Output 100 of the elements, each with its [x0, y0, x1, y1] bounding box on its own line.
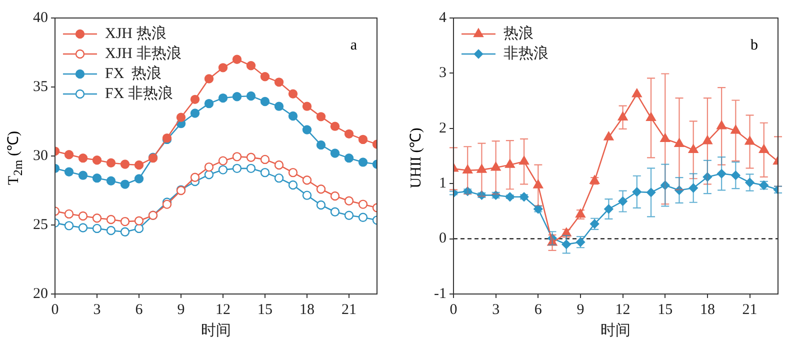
y-tick-label: 0 — [438, 230, 446, 247]
point — [316, 184, 326, 194]
point — [246, 61, 256, 70]
point — [64, 221, 74, 230]
point — [190, 94, 200, 104]
point — [120, 180, 130, 189]
point — [604, 132, 614, 140]
x-tick-label: 18 — [700, 302, 715, 318]
point — [302, 190, 312, 200]
point — [274, 102, 284, 111]
point — [330, 191, 340, 201]
point — [64, 167, 74, 176]
point — [232, 92, 242, 102]
point — [204, 170, 214, 180]
point — [358, 212, 368, 222]
point — [316, 200, 326, 210]
point — [246, 91, 256, 101]
point — [330, 148, 340, 158]
y-tick-label: 3 — [438, 65, 446, 82]
point — [134, 160, 144, 170]
point — [218, 63, 228, 72]
x-tick-label: 0 — [450, 302, 458, 318]
point — [232, 152, 242, 162]
y-tick-label: 35 — [33, 78, 48, 95]
point — [92, 173, 102, 183]
y-tick-label: -1 — [434, 286, 446, 302]
point — [288, 89, 298, 98]
point — [106, 158, 116, 168]
point — [260, 72, 270, 82]
x-tick-label: 3 — [492, 302, 500, 318]
point — [64, 209, 74, 219]
x-tick-label: 21 — [742, 302, 758, 318]
x-tick-label: 12 — [615, 302, 630, 318]
point — [358, 158, 368, 167]
x-tick-label: 9 — [576, 302, 584, 318]
point — [288, 111, 298, 121]
legend-label: XJH 非热浪 — [105, 44, 182, 62]
point — [92, 156, 102, 165]
point — [190, 172, 200, 182]
x-axis-title: 时间 — [600, 322, 631, 339]
point — [358, 200, 368, 209]
point — [288, 180, 298, 190]
point — [302, 102, 312, 111]
x-tick-label: 12 — [216, 302, 230, 318]
y-tick-label: 30 — [33, 148, 48, 164]
x-tick-label: 15 — [258, 302, 272, 318]
point — [78, 153, 88, 163]
point — [632, 88, 642, 98]
y-axis-title: UHII (℃) — [408, 128, 426, 188]
x-tick-label: 9 — [177, 302, 185, 318]
point — [302, 176, 312, 185]
point — [232, 54, 242, 64]
point — [120, 216, 130, 226]
x-tick-label: 21 — [342, 302, 356, 318]
point — [176, 112, 186, 122]
point — [344, 153, 354, 163]
point — [134, 174, 144, 184]
y-tick-label: 25 — [33, 216, 48, 233]
point — [232, 164, 242, 174]
point — [218, 156, 228, 166]
point — [344, 129, 354, 139]
point — [260, 96, 270, 106]
y-tick-label: 4 — [438, 10, 447, 26]
legend-label: FX 非热浪 — [105, 84, 173, 102]
annotation: b — [750, 37, 758, 54]
legend-label: 热浪 — [503, 24, 534, 42]
y-tick-label: 40 — [33, 10, 48, 26]
point — [78, 170, 88, 180]
point — [274, 173, 284, 183]
point — [246, 152, 256, 162]
point — [274, 78, 284, 87]
x-tick-label: 0 — [51, 302, 59, 318]
y-tick-label: 2 — [438, 120, 446, 136]
point — [204, 162, 214, 172]
point — [288, 168, 298, 178]
x-tick-label: 6 — [135, 302, 144, 318]
annotation: a — [350, 37, 358, 54]
point — [260, 168, 270, 178]
point — [246, 164, 256, 174]
point — [218, 93, 228, 103]
point — [106, 176, 116, 186]
point — [716, 120, 726, 130]
legend-label: XJH 热浪 — [105, 24, 166, 42]
point — [64, 150, 74, 160]
point — [302, 125, 312, 134]
point — [204, 98, 214, 108]
point — [316, 140, 326, 150]
x-tick-label: 3 — [93, 302, 101, 318]
x-tick-label: 15 — [658, 302, 673, 318]
x-tick-label: 6 — [534, 302, 542, 318]
y-tick-label: 20 — [33, 286, 48, 302]
point — [358, 134, 368, 144]
point — [330, 207, 340, 216]
point — [120, 227, 130, 236]
point — [344, 196, 354, 206]
x-axis-title: 时间 — [201, 322, 231, 339]
point — [190, 108, 200, 118]
point — [120, 160, 130, 169]
point — [92, 214, 102, 223]
point — [330, 122, 340, 131]
